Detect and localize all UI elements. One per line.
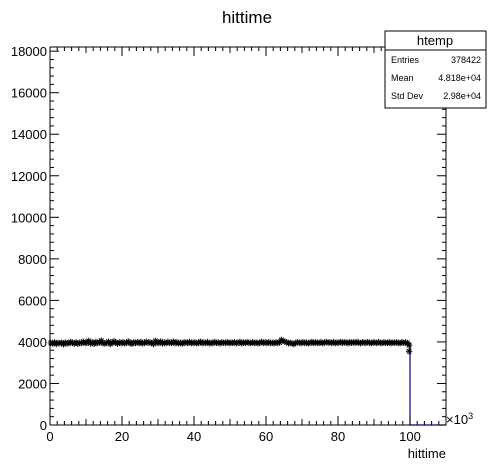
x-axis-multiplier-exp: 3: [468, 411, 473, 421]
stats-box-title: htemp: [417, 33, 453, 48]
data-point: [405, 348, 413, 355]
data-point: [405, 341, 413, 349]
y-tick-label: 0: [40, 418, 47, 433]
stats-box: htemp Entries 378422 Mean 4.818e+04 Std …: [384, 30, 487, 109]
x-axis-multiplier: ×103: [446, 411, 473, 427]
stats-entries-value: 378422: [451, 55, 481, 65]
y-tick-label: 14000: [11, 127, 47, 142]
stats-box-frame: [384, 30, 487, 109]
x-axis-label: hittime: [408, 446, 446, 461]
y-tick-label: 2000: [18, 376, 47, 391]
stats-mean-value: 4.818e+04: [438, 73, 481, 83]
stats-mean-label: Mean: [391, 73, 414, 83]
plot-frame: [49, 46, 447, 426]
y-tick-label: 8000: [18, 252, 47, 267]
stats-entries-label: Entries: [391, 55, 420, 65]
y-axis: 0 2000 4000 6000 8000 10000 12000 14000 16000 180…: [11, 44, 446, 433]
y-tick-label: 12000: [11, 169, 47, 184]
stats-stddev-label: Std Dev: [391, 91, 424, 101]
x-tick-label: 40: [187, 429, 201, 444]
x-axis-multiplier-base: ×10: [446, 412, 468, 427]
data-points: [47, 336, 413, 355]
chart-title: hittime: [222, 8, 272, 27]
y-tick-label: 16000: [11, 86, 47, 101]
x-tick-label: 100: [399, 429, 421, 444]
x-tick-label: 60: [259, 429, 273, 444]
y-tick-label: 10000: [11, 210, 47, 225]
x-tick-label: 80: [331, 429, 345, 444]
x-tick-label: 0: [46, 429, 53, 444]
x-axis: 0 20 40 60 80 100: [46, 47, 447, 444]
y-tick-label: 4000: [18, 335, 47, 350]
x-tick-label: 20: [115, 429, 129, 444]
y-tick-label: 6000: [18, 293, 47, 308]
stats-stddev-value: 2.98e+04: [443, 91, 481, 101]
y-tick-label: 18000: [11, 44, 47, 59]
